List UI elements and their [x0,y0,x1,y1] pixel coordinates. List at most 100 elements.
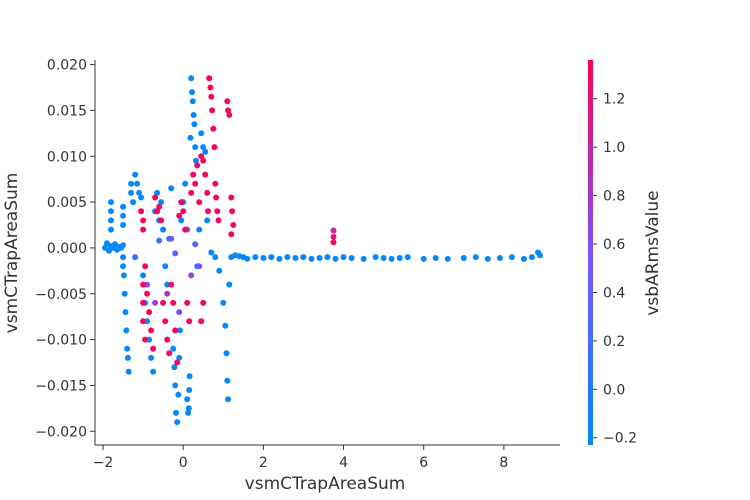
data-point [206,75,213,82]
data-point [138,208,145,215]
data-point [162,263,169,270]
data-point [284,254,291,261]
data-point [292,255,299,261]
data-point [520,255,527,262]
data-point [138,194,145,201]
y-tick-label: 0.000 [47,241,87,257]
data-point [176,212,183,219]
y-tick-label: −0.010 [35,333,87,349]
data-point [150,368,157,375]
data-point [160,226,167,233]
data-point [330,227,337,234]
x-tick-label: 6 [419,455,428,471]
data-point [528,254,535,261]
data-point [396,255,403,261]
data-point [173,409,179,416]
data-point [225,396,232,403]
data-point [332,255,339,262]
data-point [432,255,439,261]
data-point [198,318,205,325]
data-point [120,212,127,219]
data-point [120,263,127,270]
data-point [224,98,231,105]
data-point [348,255,355,261]
data-point [172,250,179,257]
data-point [160,299,167,306]
data-point [148,354,155,361]
data-point [164,336,171,343]
data-point [220,299,227,306]
data-point [158,199,165,206]
data-point [216,267,223,274]
data-point [136,189,143,196]
data-point [191,121,198,128]
data-point [204,189,211,196]
data-point [158,217,165,224]
data-point [128,180,135,187]
data-point [142,263,149,270]
data-point [182,226,189,233]
data-point [324,254,331,261]
data-point [188,75,195,82]
data-point [212,254,219,261]
points-layer [102,75,543,426]
data-point [189,89,195,96]
colorbar-title: vsbARmsValue [643,190,663,315]
data-point [120,222,127,228]
data-point [185,409,191,416]
data-point [228,231,235,238]
data-point [198,153,205,160]
data-point [193,157,199,164]
colorbar [588,60,593,445]
x-ticks: −2 0 2 4 6 8 [93,445,508,471]
data-point [184,396,191,403]
data-point [196,226,203,233]
data-point [176,354,183,361]
data-point [123,327,130,334]
data-point [200,299,207,306]
data-point [182,180,189,187]
data-point [121,290,128,297]
colorbar-tick-label: 0.4 [603,285,625,301]
data-point [222,322,229,329]
data-point [404,254,411,261]
data-point [224,377,231,384]
data-point [214,208,221,215]
data-point [196,263,203,270]
data-point [174,359,181,366]
data-point [308,255,315,262]
colorbar-tick-label: 1.0 [603,140,625,156]
data-point [154,189,161,196]
data-point [142,336,149,343]
data-point [156,203,163,210]
data-point [208,93,215,100]
data-point [120,203,127,210]
data-point [460,255,467,261]
data-point [186,373,193,380]
data-point [185,405,192,412]
data-point [388,255,395,262]
data-point [192,241,199,248]
data-point [380,255,387,261]
data-point [330,239,337,246]
data-point [223,350,230,357]
data-point [211,144,218,151]
data-point [140,299,147,306]
data-point [372,254,379,261]
x-tick-label: 0 [179,455,188,471]
data-point [202,148,209,155]
data-point [226,281,233,288]
data-point [140,226,147,233]
x-tick-label: 4 [339,455,348,471]
data-point [194,162,201,169]
y-tick-label: −0.005 [35,287,87,303]
data-point [168,235,175,242]
colorbar-tick-label: 0.8 [603,189,625,205]
data-point [150,345,157,352]
data-point [170,345,177,352]
data-point [229,208,236,215]
data-point [140,272,147,279]
data-point [148,327,155,334]
data-point [175,391,182,398]
